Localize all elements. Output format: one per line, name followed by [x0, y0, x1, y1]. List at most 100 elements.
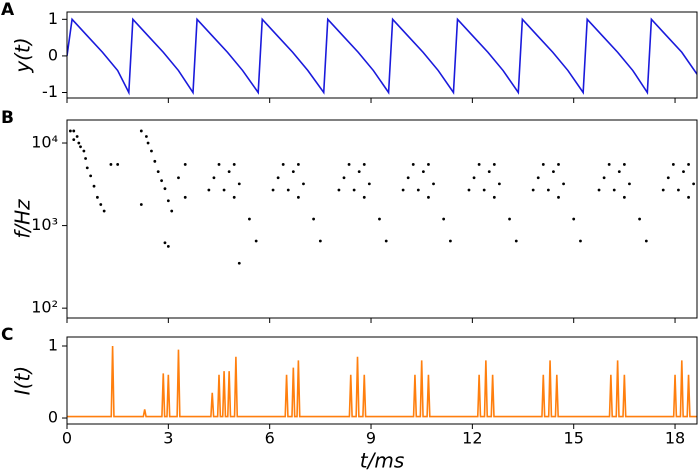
data-point — [144, 135, 148, 138]
data-point — [401, 188, 405, 192]
data-point — [514, 239, 518, 243]
y-tick-label: 0 — [48, 45, 58, 64]
data-point — [146, 141, 150, 145]
data-point — [597, 188, 601, 192]
data-point — [607, 163, 611, 166]
data-point — [531, 188, 535, 192]
data-point — [109, 163, 113, 166]
x-tick-label: 9 — [366, 429, 376, 448]
data-point — [77, 141, 81, 145]
data-point — [362, 195, 366, 199]
data-point — [237, 182, 241, 186]
data-point — [232, 163, 236, 166]
data-point — [384, 239, 388, 243]
data-point — [150, 149, 153, 153]
data-point — [207, 188, 211, 192]
data-point — [546, 188, 550, 192]
data-point — [82, 149, 86, 153]
data-point — [628, 182, 631, 186]
data-point — [687, 163, 690, 166]
data-point — [671, 163, 675, 166]
data-point — [644, 239, 648, 243]
x-tick-label: 12 — [462, 429, 482, 448]
data-point — [337, 188, 341, 192]
y-tick-label: -1 — [42, 82, 58, 101]
data-point — [378, 217, 381, 221]
data-point — [163, 187, 167, 191]
data-point — [482, 188, 486, 192]
data-point — [421, 170, 425, 174]
data-point — [217, 163, 221, 166]
data-point — [692, 182, 696, 186]
y-axis-label: y(t) — [11, 37, 35, 73]
data-point — [487, 170, 491, 174]
data-point — [552, 170, 555, 174]
data-point — [449, 239, 452, 243]
data-point — [687, 195, 690, 199]
data-point — [92, 184, 96, 188]
data-point — [677, 188, 680, 192]
data-point — [472, 176, 476, 180]
data-point — [411, 163, 415, 166]
data-point — [177, 176, 180, 180]
data-point — [362, 163, 366, 166]
data-point — [416, 188, 420, 192]
data-point — [232, 195, 236, 199]
data-point — [557, 195, 560, 199]
panel-label: B — [1, 108, 14, 128]
data-point — [302, 182, 305, 186]
data-point — [622, 195, 626, 199]
y-tick-label: 1 — [48, 9, 58, 28]
data-point — [296, 195, 300, 199]
data-point — [153, 159, 157, 163]
data-point — [254, 239, 258, 243]
data-point — [271, 188, 275, 192]
data-point — [612, 188, 616, 192]
y-tick-label: 10² — [31, 298, 58, 317]
data-point — [497, 182, 501, 186]
data-point — [222, 188, 226, 192]
data-line — [67, 345, 697, 418]
data-point — [170, 209, 174, 213]
data-point — [281, 163, 285, 166]
data-point — [183, 195, 187, 199]
data-point — [352, 188, 356, 192]
x-tick-label: 6 — [265, 429, 275, 448]
data-point — [477, 163, 481, 166]
data-point — [276, 176, 280, 180]
data-point — [557, 163, 560, 166]
data-point — [342, 176, 346, 180]
x-axis-label: t/ms — [360, 449, 404, 473]
data-point — [212, 176, 216, 180]
data-point — [661, 188, 665, 192]
data-point — [467, 188, 471, 192]
axes-frame — [66, 119, 698, 319]
data-point — [248, 217, 251, 221]
data-point — [116, 163, 120, 166]
y-tick-label: 10³ — [31, 215, 58, 234]
x-tick-label: 0 — [62, 429, 72, 448]
data-point — [79, 145, 82, 149]
data-point — [536, 176, 540, 180]
data-point — [99, 203, 103, 206]
data-point — [562, 182, 565, 186]
x-tick-label: 3 — [163, 429, 173, 448]
data-point — [508, 217, 511, 221]
axes-frame — [66, 11, 698, 99]
data-point — [102, 209, 106, 213]
data-point — [96, 195, 99, 199]
data-point — [89, 174, 93, 178]
data-point — [357, 170, 361, 174]
panel-label: A — [1, 0, 15, 20]
data-point — [638, 217, 641, 221]
panel-label: C — [1, 325, 13, 345]
axes-frame — [66, 336, 698, 425]
data-point — [427, 195, 430, 199]
data-point — [75, 135, 79, 138]
x-tick-label: 18 — [665, 429, 685, 448]
data-point — [237, 261, 241, 265]
data-point — [622, 163, 626, 166]
data-point — [442, 217, 446, 221]
data-point — [139, 129, 143, 133]
